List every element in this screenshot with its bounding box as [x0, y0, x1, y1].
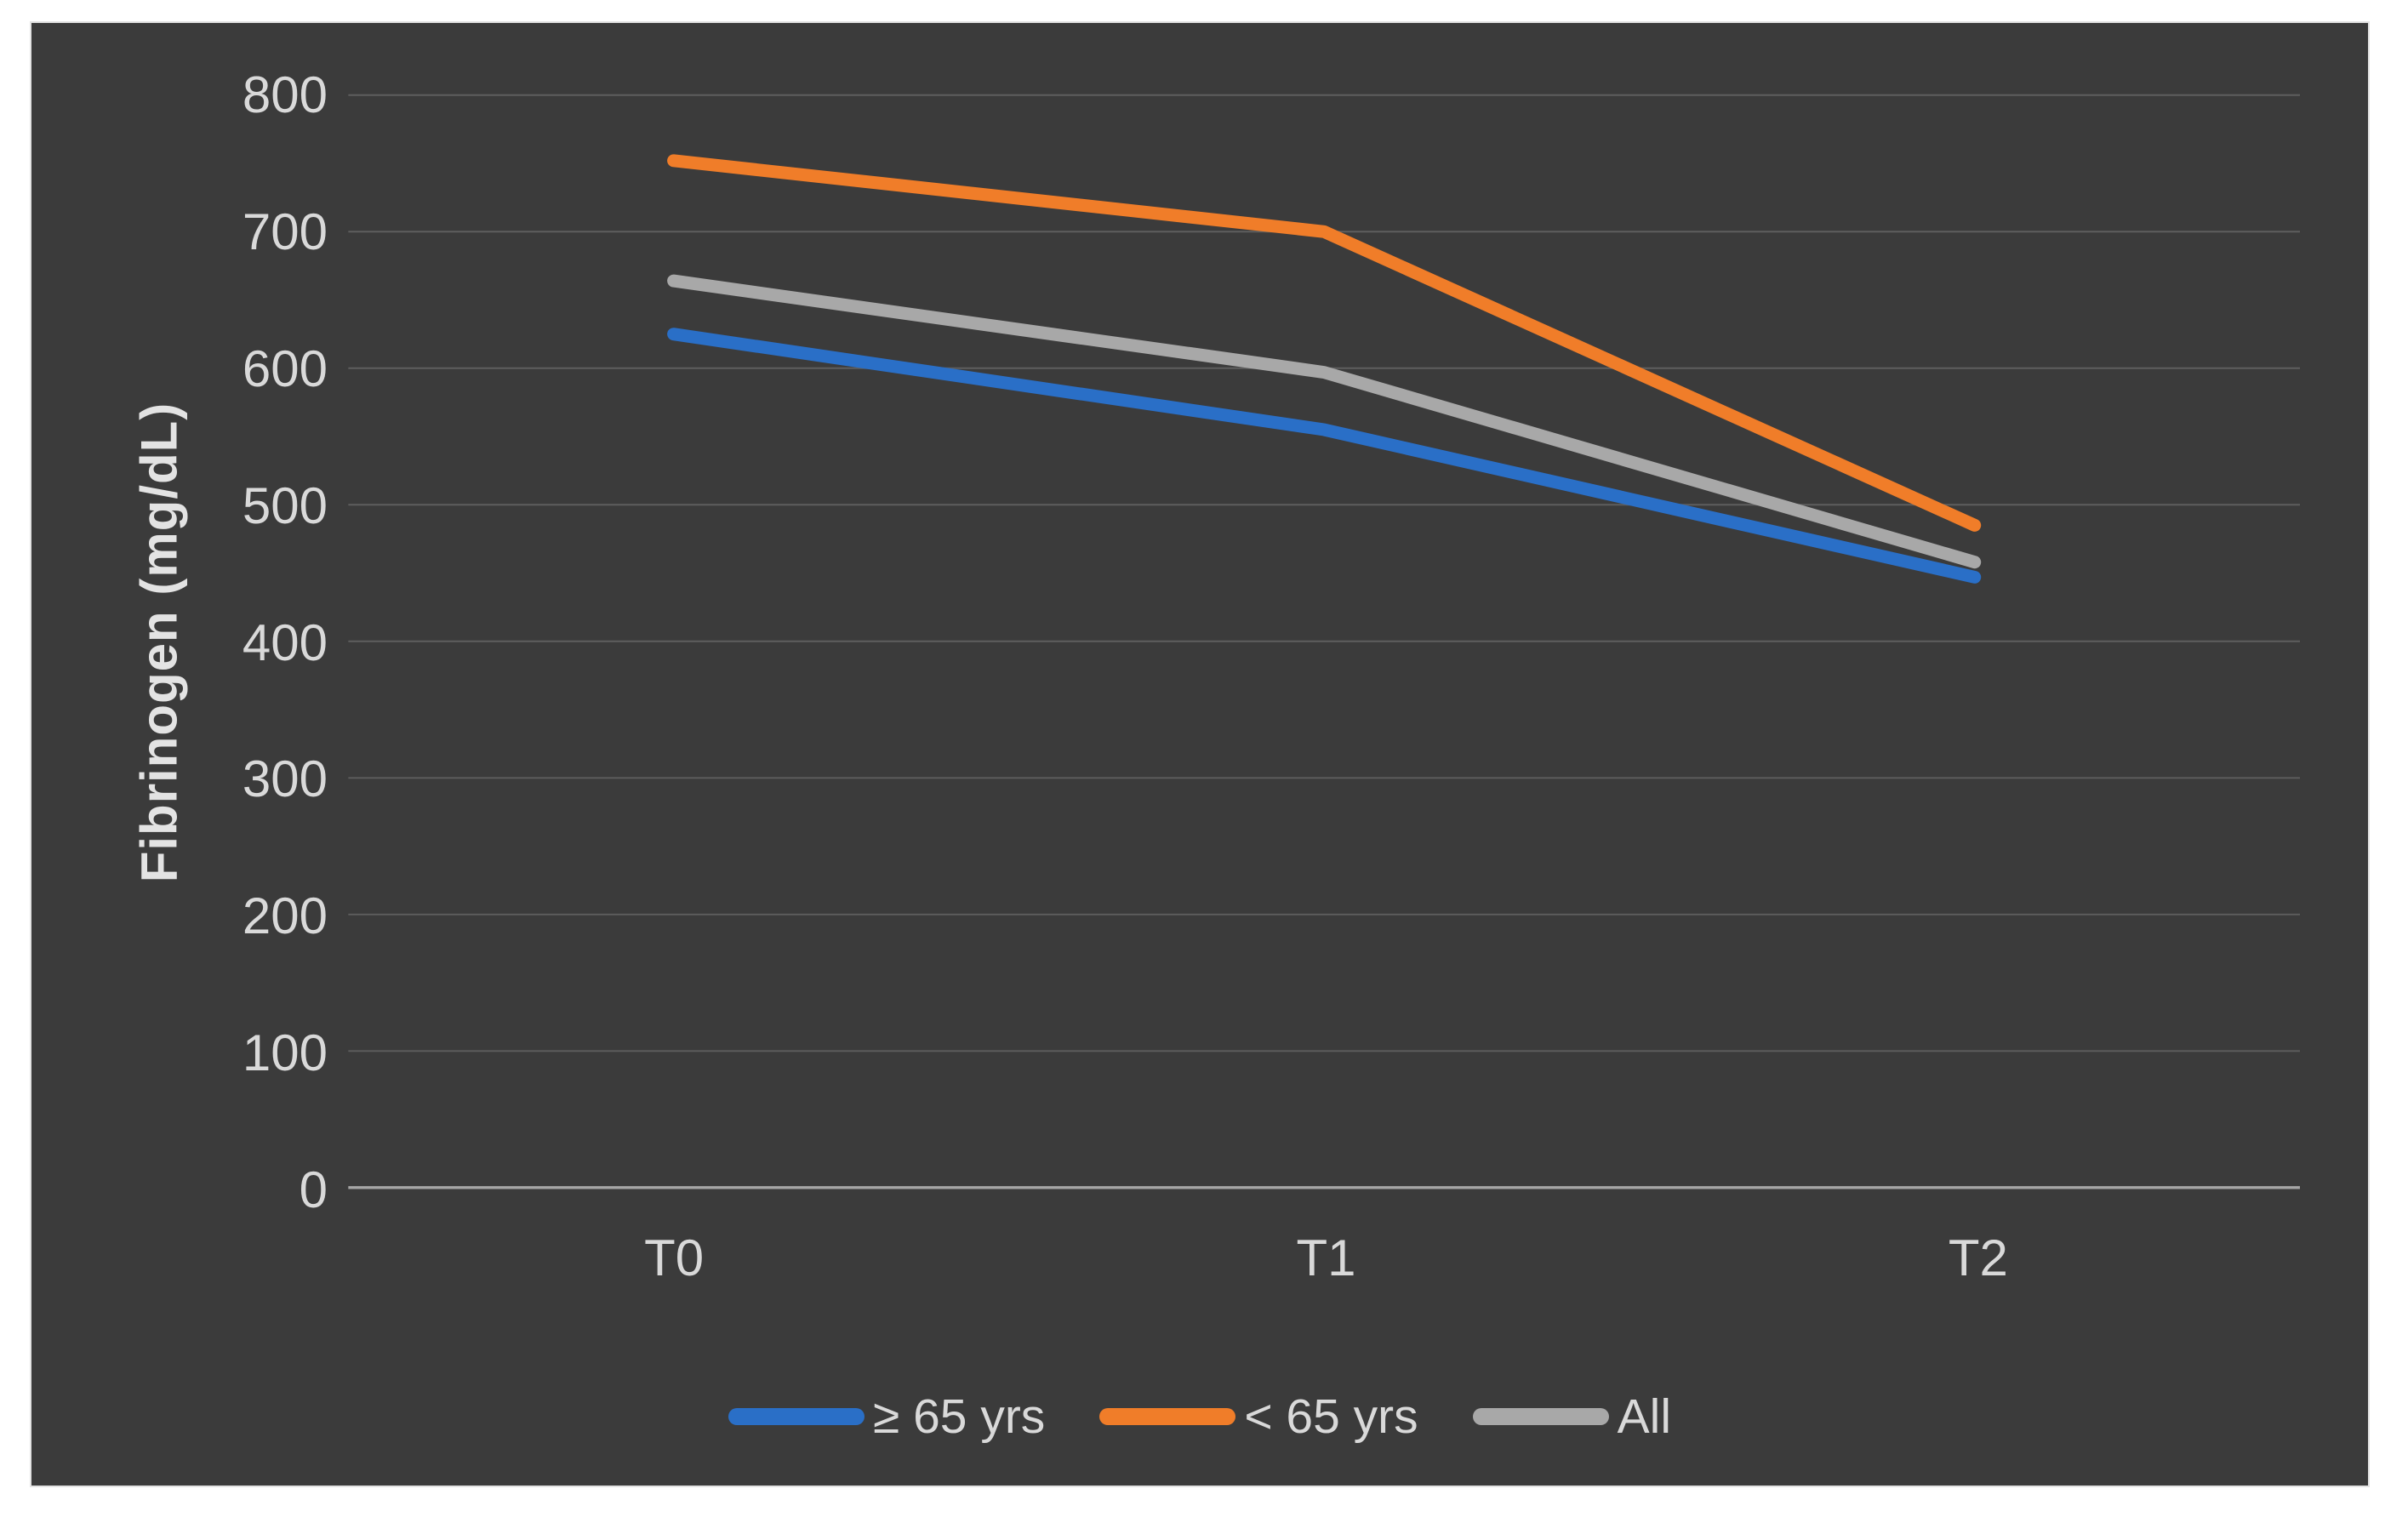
legend-label-lt-65-yrs: < 65 yrs — [1244, 1389, 1418, 1444]
legend-label-all: All — [1617, 1389, 1672, 1444]
chart-area: Fibrinogen (mg/dL) 0 100 200 300 400 500 600 70… — [30, 21, 2370, 1487]
legend: ≥ 65 yrs < 65 yrs All — [31, 1385, 2368, 1448]
y-tick-label: 200 — [242, 887, 328, 945]
y-tick-label: 800 — [242, 66, 328, 123]
series-line-2 — [667, 274, 1982, 569]
x-tick-label: T0 — [644, 1229, 705, 1286]
x-tick-label: T2 — [1948, 1229, 2008, 1286]
series-line-1 — [667, 154, 1982, 532]
series-line-0 — [667, 328, 1982, 584]
y-tick-label: 700 — [242, 202, 328, 260]
x-tick-label: T1 — [1296, 1229, 1356, 1286]
legend-item-all: All — [1472, 1385, 1672, 1448]
plot-svg — [348, 94, 2300, 1189]
y-tick-label: 400 — [242, 613, 328, 671]
y-tick-label: 600 — [242, 339, 328, 397]
legend-swatch-ge-65-yrs — [728, 1408, 864, 1425]
y-tick-label: 100 — [242, 1024, 328, 1082]
legend-item-lt-65-yrs: < 65 yrs — [1099, 1385, 1418, 1448]
y-tick-label: 500 — [242, 476, 328, 534]
legend-item-ge-65-yrs: ≥ 65 yrs — [728, 1385, 1045, 1448]
legend-label-ge-65-yrs: ≥ 65 yrs — [872, 1389, 1046, 1444]
legend-swatch-lt-65-yrs — [1099, 1408, 1236, 1425]
y-tick-label: 300 — [242, 750, 328, 808]
y-tick-label: 0 — [299, 1161, 328, 1218]
legend-swatch-all — [1472, 1408, 1609, 1425]
